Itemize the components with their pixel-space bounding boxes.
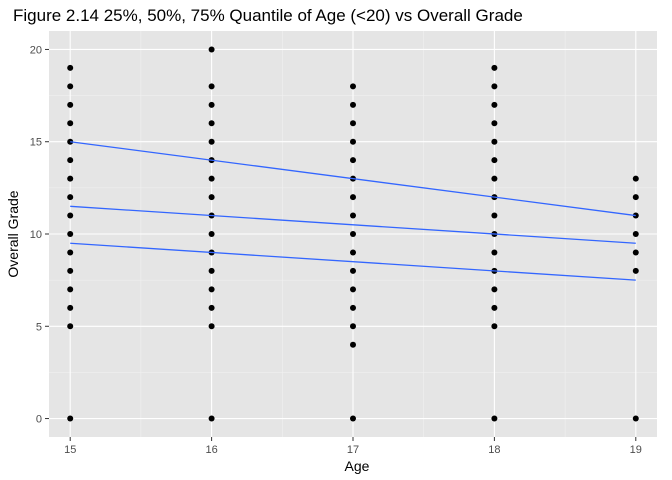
- data-point: [208, 46, 215, 53]
- data-point: [67, 157, 74, 164]
- data-point: [208, 323, 215, 330]
- data-points: [67, 46, 639, 422]
- quantile-lines: [70, 141, 636, 281]
- data-point: [491, 64, 498, 71]
- data-point: [350, 286, 356, 293]
- data-point: [491, 138, 498, 145]
- data-point: [67, 231, 74, 237]
- x-tick-label: 15: [64, 444, 76, 456]
- data-point: [67, 194, 74, 201]
- data-point: [67, 267, 74, 274]
- x-tick-label: 17: [347, 444, 359, 456]
- x-tick-label: 16: [205, 444, 217, 456]
- data-point: [491, 120, 498, 127]
- data-point: [491, 249, 498, 256]
- data-point: [350, 231, 356, 237]
- data-point: [491, 286, 498, 293]
- quantile-line-75: [70, 141, 636, 217]
- data-point: [350, 304, 356, 311]
- data-point: [67, 101, 74, 108]
- data-point: [350, 157, 356, 164]
- data-point: [632, 231, 639, 237]
- data-point: [208, 304, 215, 311]
- data-point: [491, 157, 498, 164]
- data-point: [67, 249, 74, 256]
- y-tick-label: 0: [36, 414, 42, 426]
- chart-title: Figure 2.14 25%, 50%, 75% Quantile of Ag…: [13, 6, 523, 25]
- data-point: [350, 138, 356, 145]
- data-point: [67, 323, 74, 330]
- data-point: [350, 341, 356, 348]
- data-point: [491, 323, 498, 330]
- data-point: [208, 286, 215, 293]
- data-point: [350, 101, 356, 108]
- data-point: [67, 120, 74, 127]
- data-point: [208, 101, 215, 108]
- y-tick-label: 15: [30, 137, 42, 149]
- data-point: [632, 249, 639, 256]
- data-point: [67, 64, 74, 71]
- data-point: [208, 231, 215, 237]
- data-point: [491, 304, 498, 311]
- quantile-line-25: [70, 242, 636, 281]
- data-point: [491, 415, 498, 422]
- y-axis-ticks: 0 5 10 15 20: [30, 44, 49, 426]
- x-tick-label: 18: [488, 444, 500, 456]
- data-point: [632, 267, 639, 274]
- data-point: [67, 286, 74, 293]
- data-point: [208, 83, 215, 90]
- data-point: [208, 415, 215, 422]
- data-point: [350, 249, 356, 256]
- data-point: [350, 120, 356, 127]
- data-point: [491, 212, 498, 219]
- data-point: [350, 83, 356, 90]
- data-point: [350, 212, 356, 219]
- data-point: [67, 175, 74, 182]
- x-axis-title: Age: [345, 458, 370, 474]
- data-point: [208, 175, 215, 182]
- x-axis-ticks: 15 16 17 18 19: [64, 437, 642, 456]
- y-axis-title: Overall Grade: [5, 190, 21, 277]
- y-tick-label: 10: [30, 229, 42, 241]
- y-tick-label: 20: [30, 44, 42, 56]
- quantile-line-50: [70, 205, 636, 244]
- data-point: [208, 267, 215, 274]
- data-point: [491, 175, 498, 182]
- data-point: [632, 175, 639, 182]
- data-point: [350, 415, 356, 422]
- data-point: [491, 83, 498, 90]
- data-point: [632, 415, 639, 422]
- data-point: [208, 120, 215, 127]
- data-point: [632, 194, 639, 201]
- data-point: [67, 415, 74, 422]
- data-point: [67, 83, 74, 90]
- data-point: [350, 267, 356, 274]
- data-point: [350, 323, 356, 330]
- y-tick-label: 5: [36, 321, 42, 333]
- data-point: [491, 101, 498, 108]
- data-point: [208, 138, 215, 145]
- data-point: [350, 194, 356, 201]
- data-point: [208, 194, 215, 201]
- x-tick-label: 19: [630, 444, 642, 456]
- data-point: [67, 304, 74, 311]
- data-point: [67, 212, 74, 219]
